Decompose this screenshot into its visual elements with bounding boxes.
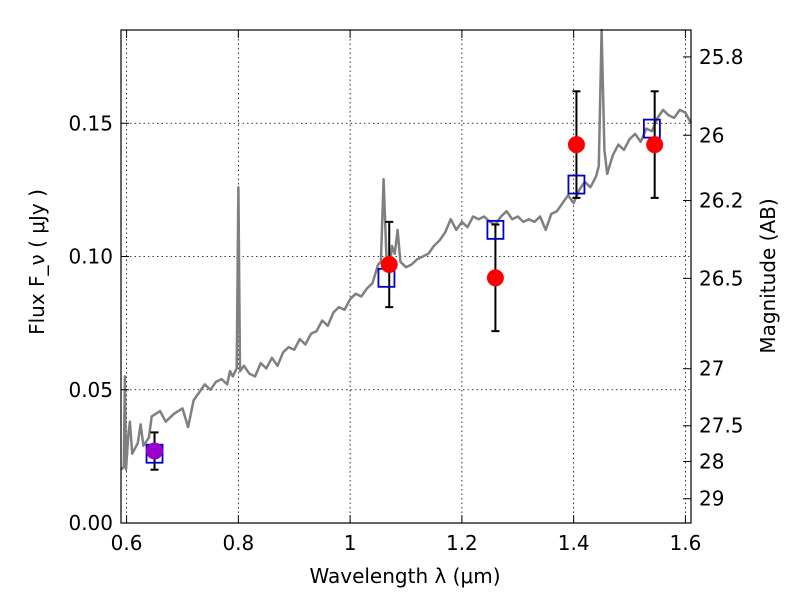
x-tick-label: 0.6 <box>111 531 143 555</box>
right-tick-label: 27.5 <box>699 414 744 438</box>
plot-frame <box>120 29 692 524</box>
x-tick-label: 1.2 <box>446 531 478 555</box>
observed-flux-point <box>567 136 585 154</box>
x-axis-ticks: 0.6 0.8 1 1.2 1.4 1.6 <box>111 30 702 555</box>
right-tick-label: 28 <box>699 449 724 473</box>
observed-flux-point <box>646 136 664 154</box>
observed-flux-point <box>486 269 504 287</box>
right-tick-label: 25.8 <box>699 45 744 69</box>
model-square-marker <box>567 174 586 195</box>
y-axis-label: Flux F_ν ( μJy ) <box>25 189 49 335</box>
right-tick-label: 26.5 <box>699 266 744 290</box>
data-markers <box>145 90 664 471</box>
grid-lines <box>121 30 691 524</box>
right-tick-label: 26.2 <box>699 189 744 213</box>
right-axis-label: Magnitude (AB) <box>756 198 780 353</box>
spectrum-path <box>120 28 693 471</box>
x-axis-label: Wavelength λ (μm) <box>309 564 500 588</box>
x-tick-label: 0.8 <box>222 531 254 555</box>
right-tick-label: 27 <box>699 357 724 381</box>
observed-flux-point <box>380 256 398 274</box>
y-tick-label: 0.05 <box>68 378 113 402</box>
right-tick-label: 29 <box>699 487 724 511</box>
x-tick-label: 1.4 <box>558 531 590 555</box>
right-tick-label: 26 <box>699 123 724 147</box>
right-axis-ticks: 25.8 26 26.2 26.5 27 27.5 28 29 <box>683 45 744 511</box>
y-tick-label: 0.00 <box>68 511 113 535</box>
x-tick-label: 1.6 <box>670 531 702 555</box>
x-tick-label: 1 <box>344 531 357 555</box>
spectrum-line <box>120 28 693 471</box>
observed-flux-point <box>146 442 164 460</box>
y-tick-label: 0.15 <box>68 111 113 135</box>
y-axis-ticks: 0.00 0.05 0.10 0.15 <box>68 111 129 535</box>
model-square-marker <box>486 219 505 240</box>
y-tick-label: 0.10 <box>68 245 113 269</box>
